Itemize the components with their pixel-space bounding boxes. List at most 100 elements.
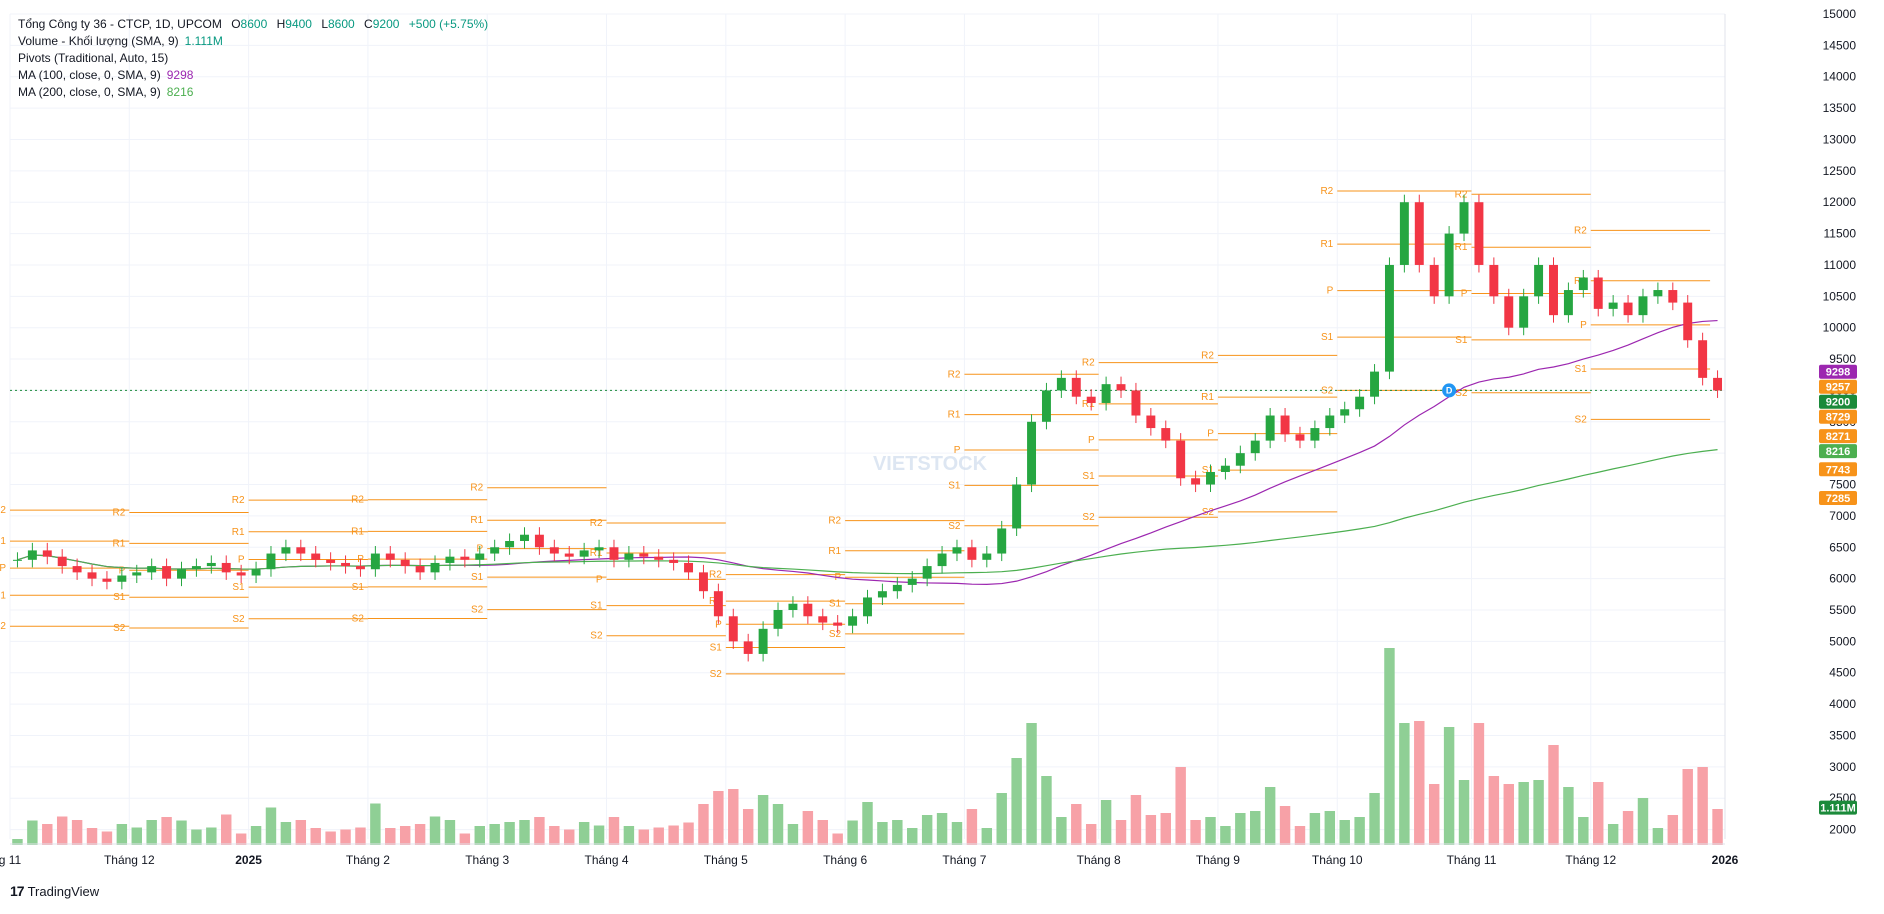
- candle-body: [1206, 471, 1215, 485]
- volume-bar: [638, 829, 650, 845]
- y-tick-label: 12500: [1823, 164, 1857, 178]
- volume-bar: [191, 829, 202, 845]
- x-tick-label: Tháng 6: [823, 853, 867, 867]
- pivot-label-r1: R1: [828, 546, 841, 557]
- volume-bar: [578, 822, 590, 845]
- legend-pivots-row[interactable]: Pivots (Traditional, Auto, 15): [18, 50, 488, 67]
- volume-bar: [42, 824, 53, 845]
- volume-bar: [1682, 769, 1693, 845]
- pivot-label-s2: S2: [471, 605, 484, 616]
- x-tick-label: Tháng 2: [346, 853, 390, 867]
- y-tick-label: 10500: [1823, 289, 1857, 303]
- volume-bar: [683, 822, 694, 845]
- candle-body: [743, 641, 753, 654]
- volume-bar: [86, 828, 98, 845]
- candle-body: [475, 553, 485, 560]
- legend-volume-row[interactable]: Volume - Khối lượng (SMA, 9) 1.111M: [18, 33, 488, 50]
- y-tick-label: 3500: [1829, 728, 1856, 742]
- volume-bar: [892, 820, 903, 845]
- candle-body: [311, 553, 321, 560]
- pivot-label-r1: R1: [470, 515, 483, 526]
- low-value: 8600: [328, 17, 355, 31]
- volume-bar: [1354, 817, 1365, 845]
- price-tag: [1819, 462, 1857, 477]
- volume-bar: [862, 802, 873, 845]
- candle-body: [564, 553, 574, 557]
- pivot-label-r2: R2: [590, 518, 603, 529]
- volume-bar: [966, 809, 978, 845]
- volume-bar: [265, 807, 277, 845]
- volume-value: 1.111M: [184, 34, 223, 48]
- candle-body: [1310, 428, 1320, 441]
- volume-bar: [1697, 767, 1708, 845]
- candle-body: [1265, 415, 1275, 441]
- candle-body: [1399, 202, 1409, 265]
- candle-body: [982, 553, 992, 560]
- candle-body: [1340, 409, 1350, 416]
- brand-name: TradingView: [27, 883, 100, 899]
- volume-bar: [429, 816, 441, 845]
- x-tick-label: Tháng 10: [1312, 853, 1363, 867]
- candle-body: [12, 559, 22, 561]
- volume-bar: [27, 820, 38, 845]
- pivot-label-s2: S2: [1321, 385, 1334, 396]
- pivot-label-r2: R2: [709, 570, 722, 581]
- volume-bar: [370, 803, 381, 845]
- high-label: H: [276, 17, 286, 31]
- ma200-value: 8216: [166, 85, 194, 99]
- pivot-label-s1: S1: [1455, 335, 1468, 346]
- candle-body: [251, 569, 261, 576]
- candle-body: [1101, 384, 1111, 403]
- volume-bar: [519, 820, 530, 845]
- volume-bar: [847, 820, 858, 845]
- legend-symbol-row[interactable]: Tổng Công ty 36 - CTCP, 1D, UPCOM O8600 …: [18, 16, 488, 33]
- candle-body: [863, 597, 872, 617]
- volume-bar: [1533, 780, 1544, 845]
- candle-body: [1444, 233, 1454, 297]
- candle-body: [534, 534, 544, 548]
- pivot-label-s2: S2: [1575, 414, 1588, 425]
- volume-bar: [728, 789, 739, 845]
- volume-bar: [206, 827, 217, 845]
- volume-bar: [772, 804, 784, 845]
- volume-bar: [1175, 767, 1186, 845]
- change-value: +500 (+5.75%): [408, 17, 489, 31]
- price-tag: [1819, 429, 1857, 444]
- candle-body: [385, 553, 395, 560]
- candle-body: [87, 572, 97, 579]
- y-tick-label: 9500: [1829, 352, 1856, 366]
- candle-body: [1355, 396, 1365, 410]
- tradingview-brand[interactable]: 17 TradingView: [10, 883, 99, 899]
- candle-body: [1384, 264, 1394, 372]
- volume-bar: [1503, 784, 1514, 845]
- pivot-label-s2: S2: [1202, 507, 1215, 518]
- y-tick-label: 3000: [1829, 760, 1856, 774]
- pivot-label-s2: S2: [1082, 512, 1095, 523]
- volume-bar: [280, 822, 292, 845]
- price-tag-label: 8271: [1826, 431, 1850, 443]
- y-tick-label: 10000: [1823, 321, 1857, 335]
- legend-ma200-row[interactable]: MA (200, close, 0, SMA, 9) 8216: [18, 84, 488, 101]
- volume-bar: [1548, 745, 1559, 845]
- volume-bar: [1652, 828, 1664, 845]
- candle-body: [1519, 296, 1529, 328]
- candle-body: [326, 559, 336, 563]
- volume-bar: [1115, 820, 1127, 845]
- volume-bar: [1264, 787, 1276, 845]
- volume-bar: [221, 814, 232, 845]
- candle-body: [1623, 302, 1633, 316]
- pivot-label-s1: S1: [1321, 332, 1334, 343]
- candle-body: [236, 572, 246, 576]
- candle-body: [1325, 415, 1335, 429]
- volume-bar: [593, 825, 605, 845]
- y-tick-label: 2000: [1829, 823, 1856, 837]
- dividend-event-label: D: [1446, 385, 1453, 395]
- legend-ma100-row[interactable]: MA (100, close, 0, SMA, 9) 9298: [18, 67, 488, 84]
- candle-body: [1220, 465, 1230, 472]
- legend: Tổng Công ty 36 - CTCP, 1D, UPCOM O8600 …: [18, 16, 488, 101]
- candle-body: [1504, 296, 1514, 328]
- candle-body: [892, 584, 902, 592]
- candle-body: [1370, 371, 1380, 397]
